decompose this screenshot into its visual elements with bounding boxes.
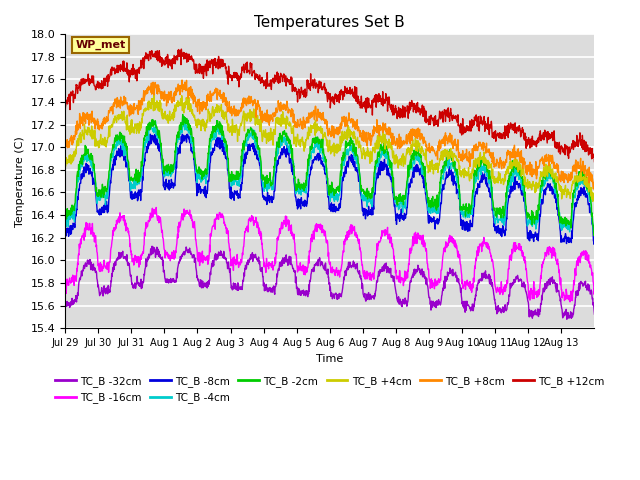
Title: Temperatures Set B: Temperatures Set B bbox=[255, 15, 405, 30]
Legend: TC_B -32cm, TC_B -16cm, TC_B -8cm, TC_B -4cm, TC_B -2cm, TC_B +4cm, TC_B +8cm, T: TC_B -32cm, TC_B -16cm, TC_B -8cm, TC_B … bbox=[51, 372, 609, 407]
Y-axis label: Temperature (C): Temperature (C) bbox=[15, 136, 25, 227]
X-axis label: Time: Time bbox=[316, 354, 344, 364]
Text: WP_met: WP_met bbox=[76, 40, 126, 50]
